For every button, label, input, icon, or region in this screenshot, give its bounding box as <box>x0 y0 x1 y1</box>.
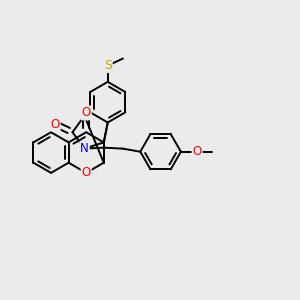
Text: O: O <box>82 166 91 179</box>
Text: O: O <box>193 145 202 158</box>
Text: O: O <box>50 118 60 130</box>
Text: N: N <box>80 142 89 155</box>
Text: S: S <box>104 59 112 72</box>
Text: O: O <box>82 106 91 119</box>
